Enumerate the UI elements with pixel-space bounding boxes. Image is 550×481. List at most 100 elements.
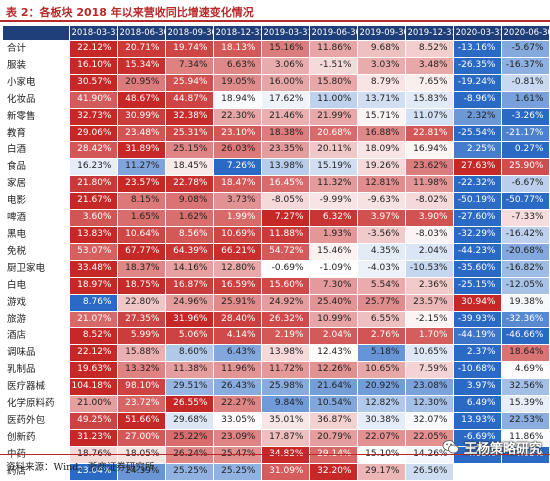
table-row: 旅游 21.07% 27.35% 31.96% 28.40% 26.32% 10.99% 6.…: [3, 311, 550, 329]
table-cell: 1.62%: [165, 209, 214, 227]
table-cell: -2.15%: [405, 311, 454, 329]
table-cell: 12.30%: [405, 395, 454, 413]
row-label: 化学原料药: [3, 395, 70, 413]
table-cell: -4.03%: [357, 260, 406, 278]
table-row: 白电 18.97% 18.75% 16.87% 16.59% 15.60% 7.30% 5.5…: [3, 277, 550, 295]
table-row: 厨卫家电 33.48% 18.37% 14.16% 12.80% -0.69% -1.09%…: [3, 260, 550, 278]
table-cell: -7.33%: [501, 209, 550, 227]
table-cell: 18.97%: [69, 277, 118, 295]
table-cell: 15.60%: [261, 277, 310, 295]
table-cell: -19.24%: [453, 74, 502, 92]
table-cell: 6.49%: [453, 395, 502, 413]
row-label: 教育: [3, 125, 70, 143]
row-label: 免税: [3, 243, 70, 261]
table-cell: 27.35%: [117, 311, 166, 329]
table-cell: 18.64%: [501, 344, 550, 363]
table-cell: 31.09%: [261, 463, 310, 481]
row-label: 家居: [3, 175, 70, 194]
table-row: 黑电 13.83% 10.64% 8.56% 10.69% 11.88% 1.93% -3.5…: [3, 226, 550, 244]
row-label: 电影: [3, 192, 70, 211]
table-cell: 20.79%: [309, 429, 358, 447]
table-cell: 20.92%: [357, 378, 406, 397]
table-cell: 2.32%: [453, 108, 502, 126]
title-rule: [0, 20, 550, 22]
table-row: 合计 22.12% 20.71% 19.74% 18.13% 15.16% 11.86% 9.…: [3, 40, 550, 58]
table-cell: -44.19%: [453, 327, 502, 346]
table-cell: 11.86%: [501, 429, 550, 447]
table-cell: -6.69%: [453, 429, 502, 447]
table-cell: 51.66%: [117, 412, 166, 430]
table-cell: 11.07%: [405, 108, 454, 126]
header-corner: [3, 26, 70, 41]
table-cell: 23.04%: [69, 463, 118, 481]
table-cell: -44.23%: [453, 243, 502, 261]
table-cell: -8.02%: [405, 192, 454, 211]
row-label: 旅游: [3, 311, 70, 329]
table-cell: 5.54%: [357, 277, 406, 295]
table-cell: 19.74%: [165, 40, 214, 58]
table-cell: 12.43%: [309, 344, 358, 363]
table-cell: 22.80%: [117, 294, 166, 312]
table-cell: 26.55%: [165, 395, 214, 413]
table-cell: 26.03%: [213, 141, 262, 160]
table-cell: 3.03%: [357, 57, 406, 75]
table-cell: 7.34%: [165, 57, 214, 75]
row-label: 化妆品: [3, 91, 70, 109]
table-cell: 32.07%: [405, 412, 454, 430]
table-cell: 5.06%: [165, 327, 214, 346]
table-cell: 22.81%: [405, 125, 454, 143]
table-body: 合计 22.12% 20.71% 19.74% 18.13% 15.16% 11.86% 9.…: [3, 40, 550, 481]
table-cell: -50.77%: [501, 192, 550, 211]
table-cell: 25.90%: [501, 158, 550, 177]
table-cell: -10.53%: [405, 260, 454, 278]
column-header: 2019-12-31: [405, 26, 454, 41]
table-cell: 22.07%: [357, 429, 406, 447]
row-label: 酒店: [3, 327, 70, 346]
table-cell: -16.42%: [501, 226, 550, 244]
table-cell: 16.23%: [69, 158, 118, 177]
table-cell: 53.07%: [69, 243, 118, 261]
table-cell: 11.32%: [309, 175, 358, 194]
table-cell: 27.00%: [117, 429, 166, 447]
table-cell: 13.93%: [453, 412, 502, 430]
table-cell: 15.80%: [309, 74, 358, 92]
table-cell: 15.46%: [309, 243, 358, 261]
table-cell: -35.60%: [453, 260, 502, 278]
column-header: 2018-09-30: [165, 26, 214, 41]
table-cell: 1.61%: [501, 91, 550, 109]
table-cell: 3.97%: [453, 378, 502, 397]
table-cell: 30.94%: [453, 294, 502, 312]
table-cell: -39.93%: [453, 311, 502, 329]
table-cell: 21.67%: [69, 192, 118, 211]
table-cell: -12.05%: [501, 277, 550, 295]
table-cell: 36.87%: [309, 412, 358, 430]
table-cell: -32.36%: [501, 311, 550, 329]
table-row: 服装 16.10% 15.34% 7.34% 6.63% 3.06% -1.51% 3.03%…: [3, 57, 550, 75]
row-label: 合计: [3, 40, 70, 58]
table-cell: 32.73%: [69, 108, 118, 126]
table-cell: 10.54%: [309, 395, 358, 413]
table-cell: -0.69%: [261, 260, 310, 278]
table-cell: 4.35%: [357, 243, 406, 261]
table-row: 游戏 8.76% 22.80% 24.96% 25.91% 24.92% 25.40% 25.…: [3, 294, 550, 312]
table-cell: -9.99%: [309, 192, 358, 211]
table-cell: 44.87%: [165, 91, 214, 109]
table-cell: -25.15%: [453, 277, 502, 295]
table-cell: 48.67%: [117, 91, 166, 109]
table-cell: 25.25%: [213, 463, 262, 481]
table-cell: 25.91%: [213, 294, 262, 312]
table-cell: 15.34%: [117, 57, 166, 75]
table-title: 表 2：各板块 2018 年以来营收同比增速变化情况: [6, 6, 254, 19]
table-cell: 13.71%: [357, 91, 406, 109]
table-cell: -46.66%: [501, 327, 550, 346]
table-cell: 20.68%: [309, 125, 358, 143]
table-cell: 22.27%: [213, 395, 262, 413]
table-row: 医药外包 49.25% 51.66% 29.68% 33.05% 35.01% 36.87%…: [3, 412, 550, 430]
table-cell: -8.96%: [453, 91, 502, 109]
row-label: 游戏: [3, 294, 70, 312]
table-cell: 33.05%: [213, 412, 262, 430]
table-cell: 9.68%: [357, 40, 406, 58]
table-cell: 18.09%: [357, 141, 406, 160]
table-cell: 31.89%: [117, 141, 166, 160]
table-cell: 25.31%: [165, 125, 214, 143]
